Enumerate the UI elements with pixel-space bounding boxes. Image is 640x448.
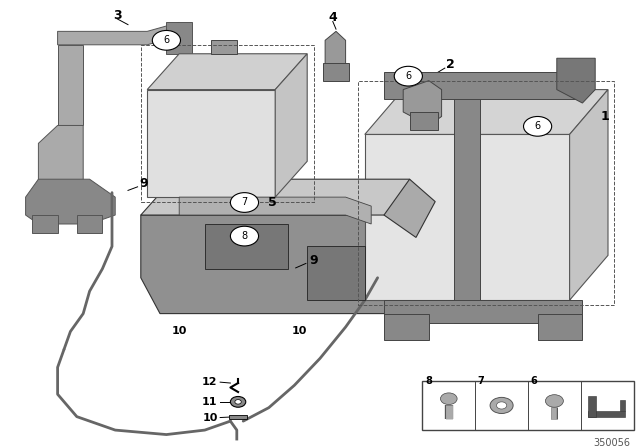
Polygon shape	[323, 63, 349, 81]
Text: 6: 6	[531, 376, 538, 386]
Polygon shape	[205, 224, 288, 269]
Circle shape	[230, 226, 259, 246]
Polygon shape	[454, 81, 480, 323]
Circle shape	[524, 116, 552, 136]
Text: 7: 7	[241, 198, 248, 207]
Bar	[229, 415, 247, 419]
Polygon shape	[384, 72, 582, 99]
Polygon shape	[275, 54, 307, 197]
Circle shape	[230, 193, 259, 212]
Text: 3: 3	[113, 9, 122, 22]
Polygon shape	[384, 179, 435, 237]
Text: 9: 9	[309, 254, 318, 267]
Polygon shape	[325, 31, 346, 67]
Circle shape	[440, 393, 457, 405]
Text: 4: 4	[328, 11, 337, 25]
Polygon shape	[77, 215, 102, 233]
Polygon shape	[179, 197, 371, 224]
Text: 8: 8	[241, 231, 248, 241]
Circle shape	[545, 395, 563, 407]
Polygon shape	[384, 314, 429, 340]
Polygon shape	[58, 45, 83, 125]
Polygon shape	[58, 22, 179, 45]
Text: 10: 10	[292, 326, 307, 336]
Polygon shape	[365, 90, 608, 134]
Polygon shape	[512, 76, 538, 90]
Polygon shape	[410, 112, 438, 130]
Text: 7: 7	[478, 376, 484, 386]
Circle shape	[497, 402, 507, 409]
Polygon shape	[365, 134, 570, 300]
Text: 2: 2	[446, 58, 455, 72]
Polygon shape	[570, 90, 608, 300]
Polygon shape	[38, 125, 83, 215]
Bar	[141, 45, 314, 202]
Circle shape	[152, 30, 180, 50]
Circle shape	[490, 397, 513, 414]
Text: 6: 6	[534, 121, 541, 131]
Bar	[422, 381, 634, 430]
Polygon shape	[141, 179, 416, 215]
Text: 350056: 350056	[593, 438, 630, 448]
Polygon shape	[26, 179, 115, 224]
Polygon shape	[538, 314, 582, 340]
Polygon shape	[147, 90, 275, 197]
Text: 9: 9	[140, 177, 148, 190]
Polygon shape	[211, 40, 237, 54]
Text: 1: 1	[600, 110, 609, 123]
Text: 6: 6	[405, 71, 412, 81]
Circle shape	[230, 396, 246, 407]
Polygon shape	[403, 81, 442, 125]
Polygon shape	[166, 22, 192, 54]
Polygon shape	[147, 54, 307, 90]
Text: 11: 11	[202, 397, 218, 407]
Text: 5: 5	[268, 196, 276, 209]
Polygon shape	[557, 58, 595, 103]
Text: 8: 8	[426, 376, 433, 386]
Text: 6: 6	[163, 35, 170, 45]
Circle shape	[235, 400, 241, 404]
Text: 12: 12	[202, 377, 218, 387]
Circle shape	[394, 66, 422, 86]
Polygon shape	[32, 215, 58, 233]
Bar	[588, 411, 625, 417]
Polygon shape	[307, 246, 365, 300]
Bar	[358, 81, 614, 305]
Polygon shape	[384, 300, 582, 323]
Polygon shape	[620, 400, 625, 411]
Text: 10: 10	[202, 413, 218, 422]
Polygon shape	[141, 215, 416, 314]
Text: 10: 10	[172, 326, 187, 336]
Bar	[588, 396, 596, 417]
